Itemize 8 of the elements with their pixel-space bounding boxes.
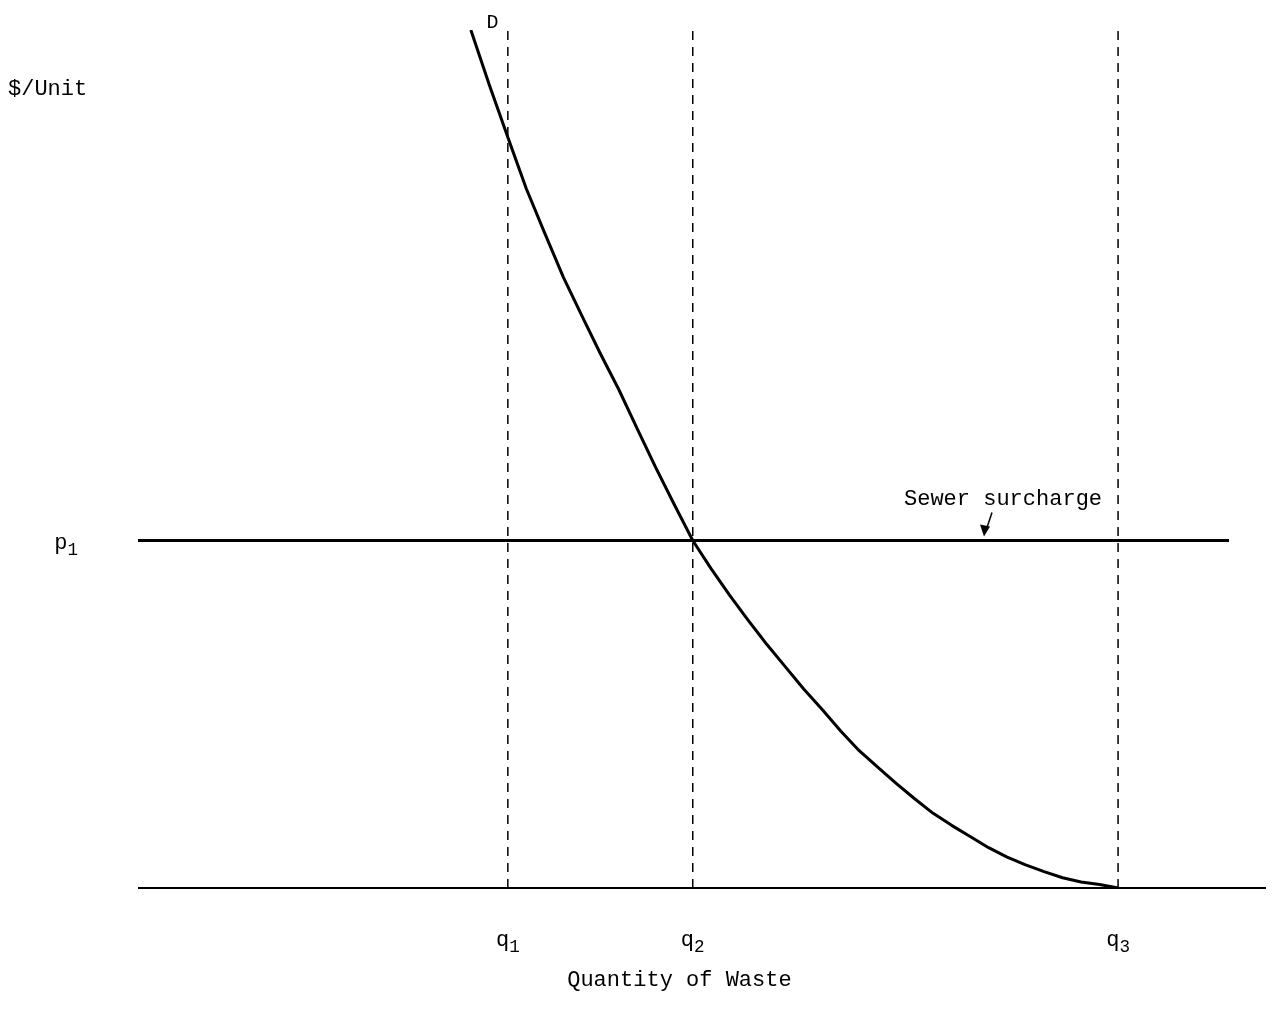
text: p$_{1}$ [54, 530, 78, 560]
x-tick-label: q$_{1}$ [495, 928, 520, 958]
series-label: D [486, 11, 499, 34]
x-tick-label: q$_{3}$ [1106, 928, 1130, 958]
y-axis-title: $/Unit [8, 77, 88, 102]
series-label: Sewer surcharge [904, 486, 1103, 512]
x-tick-label: q$_{2}$ [680, 928, 705, 958]
x-axis-title: Quantity of Waste [567, 968, 792, 993]
